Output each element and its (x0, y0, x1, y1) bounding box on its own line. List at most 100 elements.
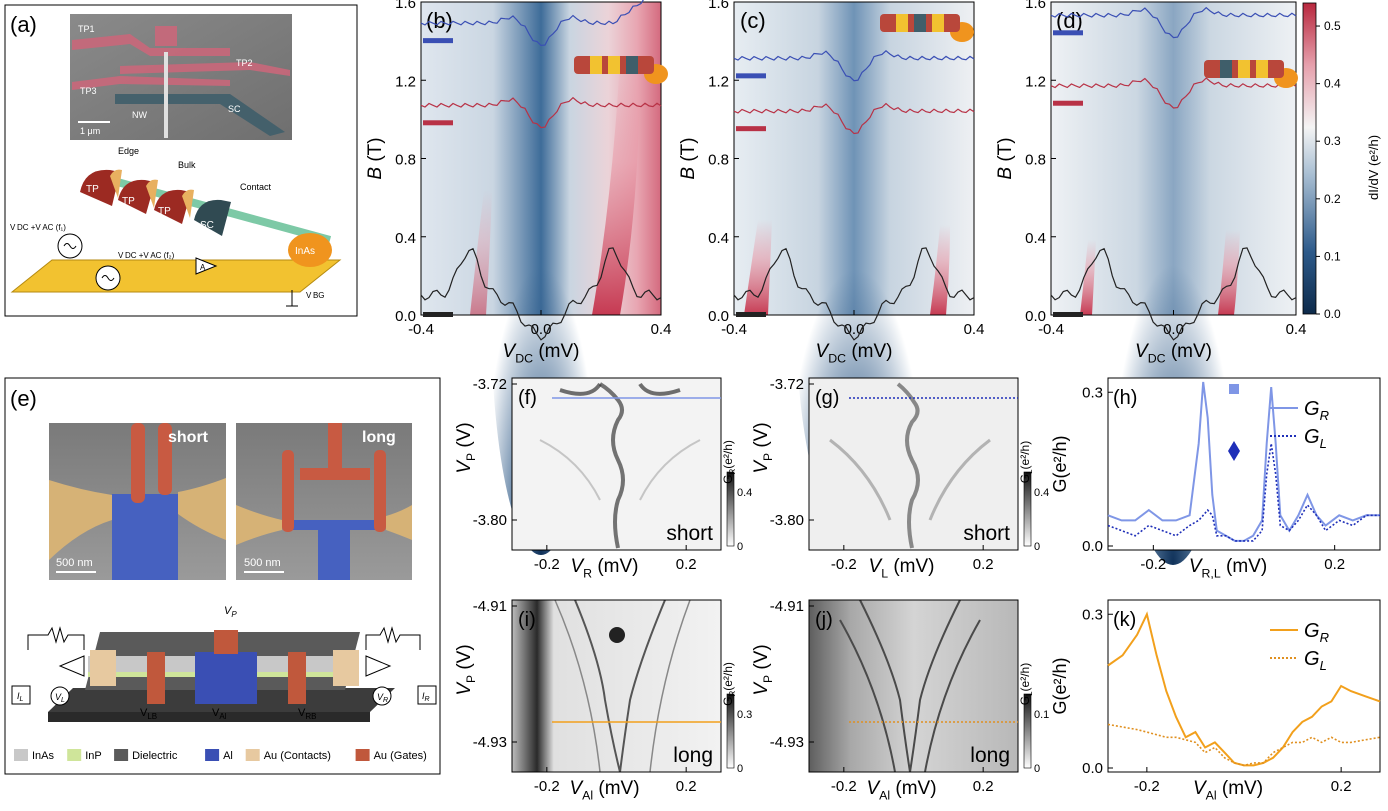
series-line (1107, 381, 1380, 542)
val-label: VAl (212, 707, 227, 721)
colorbar-tick-label: 0.2 (1324, 192, 1341, 206)
y-tick-label: 1.2 (708, 73, 729, 90)
colorbar-tick-label: 0.4 (1324, 77, 1341, 91)
y-tick-label: 0.0 (395, 308, 416, 325)
right-feedback-resistor-icon (365, 626, 421, 650)
panel-h-plot: -0.2 0.2 0.0 0.3 VR,L (mV) G(e²/h) GR GL (1050, 381, 1380, 580)
sem-long-contact-right (386, 505, 412, 540)
sc-schem-label: SC (200, 220, 214, 231)
x-axis-label: VL (mV) (869, 556, 935, 580)
bulk-label: Bulk (178, 160, 196, 170)
colorbar-tick-label: 0.1 (1324, 249, 1341, 263)
colorbar-bcd-gradient (1302, 2, 1317, 315)
linecut-trace (733, 247, 975, 341)
panel-j-axes: -0.2 0.2 -4.91 -4.93 VAl (mV) VP (V) long 0 0.1G… (751, 598, 1049, 802)
legend-label: InP (85, 750, 102, 762)
tp-label-1: TP (86, 184, 99, 195)
y-axis-label: B (T) (678, 137, 699, 179)
nw-label: NW (132, 110, 147, 120)
y-tick-label: 1.6 (708, 0, 729, 12)
y-tick-label: -3.80 (770, 512, 804, 529)
legend-label: GR (1304, 398, 1329, 423)
colorbar-tick-label: 0.0 (1324, 307, 1341, 321)
x-axis-label: VR (mV) (570, 556, 638, 580)
sem-scale-label: 1 μm (80, 126, 100, 136)
sem-long-gate-left (282, 450, 294, 532)
sc-contact (115, 94, 285, 136)
panel-g-resonance-chain (896, 382, 920, 549)
linecut-marker (736, 73, 766, 79)
y-tick-label: 0.4 (1025, 230, 1046, 247)
legend-label: GR (1304, 620, 1329, 645)
y-axis-label: VP (V) (454, 644, 478, 695)
substrate-edge (48, 712, 370, 722)
y-tick-label: 0.4 (708, 230, 729, 247)
panel-d-wire-icon (1204, 60, 1298, 88)
panel-e-label: (e) (10, 386, 37, 411)
x-tick-label: -0.2 (831, 778, 857, 795)
y-tick-label: 1.2 (395, 73, 416, 90)
y-tick-label: 0.4 (395, 230, 416, 247)
y-axis-label: VP (V) (454, 422, 478, 473)
sem-long-plunger-stem (328, 423, 342, 479)
source-1-label: V DC +V AC (f₁) (10, 223, 66, 232)
x-tick-label: 0.4 (964, 321, 985, 338)
legend-swatch (355, 749, 370, 761)
x-tick-label: 0.2 (676, 778, 697, 795)
bulk-segment-3 (182, 189, 194, 218)
legend-label: Al (223, 750, 233, 762)
x-tick-label: 0.2 (1324, 556, 1345, 573)
colorbar-tick-label: 0.4 (737, 487, 752, 499)
colorbar-tick-label: 0.3 (1324, 134, 1341, 148)
linecut-trace (1050, 247, 1297, 341)
x-axis-label: VDC (mV) (816, 341, 893, 365)
tp-label-3: TP (158, 206, 171, 217)
x-axis-label: VR,L (mV) (1189, 556, 1267, 580)
panel-k: (k) -0.2 0.2 0.0 0.3 VAl (mV) G(e²/h) GR GL (1050, 599, 1381, 802)
panel-g-axes-frame (808, 377, 1019, 551)
colorbar-gradient (1023, 471, 1032, 547)
linecut-marker (736, 312, 766, 317)
inset-label: short (963, 522, 1010, 545)
tp2-gate (120, 62, 290, 76)
y-axis-label: B (T) (995, 137, 1016, 179)
panel-h-axes-frame (1107, 377, 1381, 551)
sem-long-gate-right (374, 450, 386, 532)
linecut-trace (420, 96, 662, 129)
colorbar-bcd: 0.0 0.1 0.2 0.3 0.4 0.5 dI/dV (e²/h) (1302, 2, 1381, 321)
inset-label: long (970, 744, 1010, 767)
right-voltage-source-icon (372, 686, 392, 706)
sc-label: SC (228, 104, 241, 114)
linecut-marker (423, 120, 453, 126)
y-tick-label: -4.91 (770, 598, 804, 615)
sem-long-title: long (362, 429, 396, 446)
sc-shell (194, 199, 231, 236)
x-tick-label: -0.4 (1038, 321, 1064, 338)
colorbar-bcd-ticks: 0.0 0.1 0.2 0.3 0.4 0.5 (1316, 19, 1341, 321)
panel-j: (j) -0.2 0.2 -4.91 -4.93 VAl (mV) VP (V) long 0… (751, 598, 1049, 802)
x-axis-label: VAl (mV) (1193, 778, 1263, 802)
colorbar-tick-label: 0.3 (737, 709, 752, 721)
y-tick-label: 1.2 (1025, 73, 1046, 90)
panel-f: (f) -0.2 0.2 -3.72 -3.80 VR (mV) VP (V) short 0… (454, 376, 752, 580)
colorbar-tick-label: 0.1 (1034, 709, 1049, 721)
panel-h-diamond-marker (1228, 441, 1240, 461)
linecut-trace (1050, 77, 1297, 109)
inas-label: InAs (295, 246, 315, 257)
y-tick-label: -4.91 (473, 598, 507, 615)
linecut-marker (736, 126, 766, 132)
sem-short-title: short (168, 429, 209, 446)
panel-j-axes-frame (808, 599, 1019, 773)
colorbar-label: GL(e²/h) (1018, 663, 1034, 705)
x-tick-label: -0.2 (1140, 556, 1166, 573)
x-tick-label: -0.2 (534, 778, 560, 795)
gate-voltage-label: V BG (306, 291, 325, 300)
panel-j-label: (j) (815, 609, 833, 631)
panel-d-linecuts (1050, 6, 1297, 341)
y-tick-label: 0.0 (708, 308, 729, 325)
panel-b-red-branch-left (470, 190, 492, 315)
panel-h-label: (h) (1113, 387, 1137, 409)
y-axis-label: G(e²/h) (1050, 657, 1070, 714)
